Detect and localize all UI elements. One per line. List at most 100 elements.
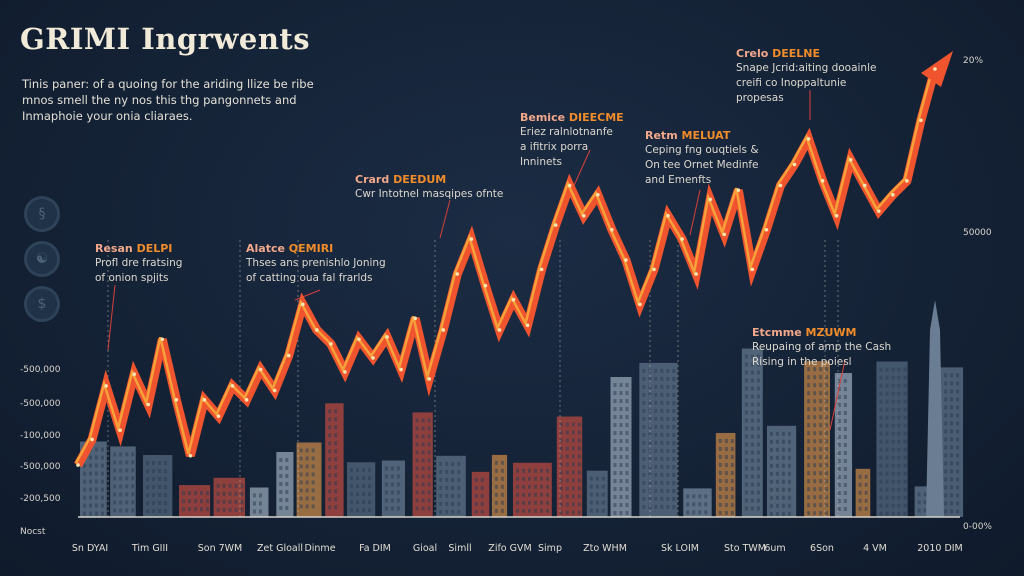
data-point [806,137,811,141]
right-tick-label: 50000 [963,228,992,238]
data-point [76,463,80,467]
x-tick-label: Gioal [412,543,438,554]
annotation-text: Inninets [520,156,563,168]
x-tick-label: Zifo GVM [488,543,532,554]
building [639,362,678,517]
x-tick-label: 6Son [810,543,834,554]
data-point [258,367,263,372]
annotation: Alatce QEMIRI Thses ans prenishlo Joning o… [246,241,386,286]
annotation: Crelo DEELNE Snape Jcrid:aiting dooainle c… [736,46,876,106]
y-tick-label: -500,000 [20,399,61,409]
annotation-heading-b: DELPI [136,242,173,255]
x-tick-label: Tim GIII [131,543,169,554]
city-skyline [80,300,964,517]
annotation-heading: Bemice DIEECME [520,110,624,125]
data-point [891,193,895,197]
right-tick-label: 0-00% [963,522,992,532]
annotation-heading: Etcmme MZUWM [752,325,891,340]
data-point [624,258,628,262]
data-point [877,209,881,213]
data-point [315,328,319,332]
annotation-heading-b: MZUWM [805,326,857,339]
y-tick-label: -200,500 [20,494,61,504]
data-point [596,193,600,197]
building [276,452,294,517]
money-icon: $ [24,286,60,322]
data-point [385,335,389,339]
data-point [371,356,375,360]
building [855,468,871,517]
annotation-text: Profl dre fratsing [95,257,183,269]
x-tick-label: 2010 DIM [917,543,963,554]
data-point [778,183,783,188]
data-point [104,384,108,388]
annotation-text: a ifitrix porra [520,141,589,153]
x-tick-label: Zto WHM [583,543,627,554]
arrow-head [921,50,953,87]
annotation-heading-b: DEELNE [772,47,821,60]
annotation-text: Reupaing of amp the Cash [752,341,892,353]
annotation-text: Eriez ralnlotnanfe [520,126,613,138]
data-point [343,370,347,374]
y-tick-label: -500,000 [20,462,61,472]
annotation-heading-a: Crard [355,173,390,186]
data-point [834,213,839,218]
annotation-text: propesas [736,92,784,104]
annotation-leader [107,284,116,351]
building [834,373,853,517]
annotation-heading: Crelo DEELNE [736,46,876,61]
data-point [272,388,277,393]
data-point [216,414,221,418]
building [766,425,797,517]
data-point [553,223,558,227]
annotation-heading: Resan DELPI [95,241,182,256]
data-point [638,302,642,307]
annotation-text: of catting oua fal frarlds [246,272,373,284]
annotation-text: Ceping fng ouqtiels & [645,144,759,156]
annotation-heading-a: Etcmme [752,326,802,339]
annotation-text: Snape Jcrid:aiting dooainle [736,62,877,74]
data-point [90,437,94,442]
annotation: Retm MELUAT Ceping fng ouqtiels & On tee O… [645,128,759,188]
building [110,446,136,517]
right-tick-label: 20% [963,56,984,66]
annotation-heading-b: DEEDUM [393,173,447,186]
annotation: Crard DEEDUM Cwr Intotnel masqipes ofnte [355,172,503,202]
data-point [919,118,923,123]
annotation: Resan DELPI Profl dre fratsing of onion sp… [95,241,182,286]
data-point [174,398,179,402]
x-tick-label: Dinme [304,543,336,554]
data-point [230,384,235,388]
x-tick-label: Son 7WM [197,543,243,554]
data-point [764,227,769,232]
x-tick-label: Sto TWM [724,543,766,554]
y-tick-label: -100,000 [20,431,61,441]
data-point [581,213,586,218]
x-tick-label: 6um [764,543,786,554]
annotation-text: and Emenfts [645,174,712,186]
data-point [160,337,165,342]
annotation-text: of onion spjits [95,272,169,284]
annotation-text: Thses ans prenishlo Joning [246,257,386,269]
data-point [933,67,937,71]
data-point [567,183,572,188]
x-tick-label: Fa DIM [359,543,391,554]
annotation-heading-a: Alatce [246,242,285,255]
data-point [708,197,713,202]
data-point [680,237,684,241]
annotation: Etcmme MZUWM Reupaing of amp the Cash Risi… [752,325,891,370]
data-point [300,302,305,307]
x-tick-label: Simll [448,543,472,554]
tower [926,300,944,517]
data-point [666,213,670,218]
chart-series [74,50,953,468]
data-point [862,183,867,188]
data-point [848,158,853,162]
annotation-heading-b: MELUAT [681,129,731,142]
data-point [511,297,516,302]
annotation-heading-b: QEMIRI [288,242,334,255]
building [512,462,552,517]
annotation-heading-a: Retm [645,129,678,142]
